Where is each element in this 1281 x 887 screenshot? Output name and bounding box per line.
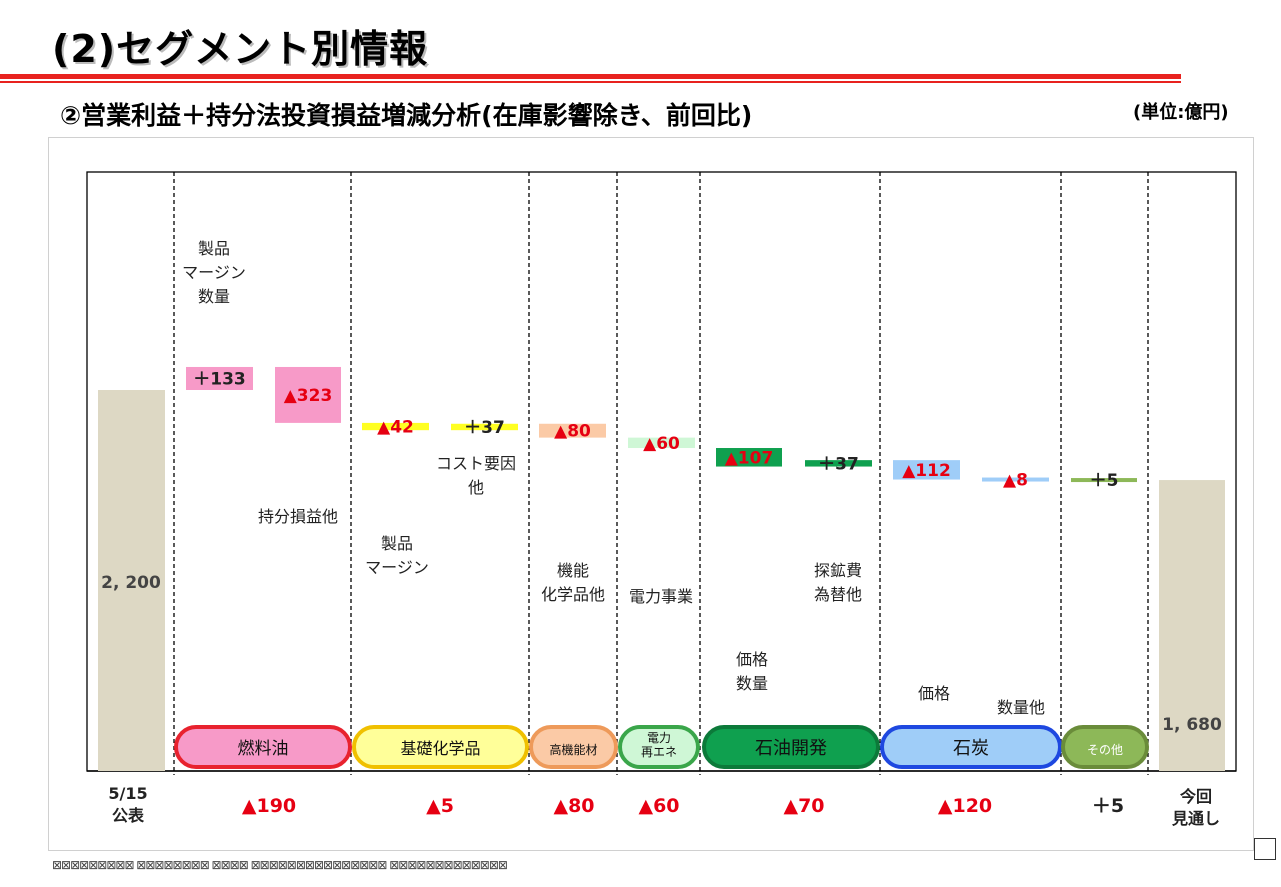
segment-pill-label: 基礎化学品 xyxy=(400,739,480,758)
waterfall-bar-label: ▲80 xyxy=(554,422,591,442)
item-name-label: 価格数量 xyxy=(736,650,768,693)
item-name-label: 探鉱費為替他 xyxy=(814,561,862,604)
end-total-bar xyxy=(1159,480,1225,771)
plot-area xyxy=(86,171,1237,772)
item-name-label: 数量他 xyxy=(997,698,1045,717)
waterfall-bar xyxy=(186,366,253,390)
segment-pill xyxy=(880,725,1062,769)
footer-placeholder-glyphs: ⊠⊠⊠⊠⊠⊠⊠⊠⊠ ⊠⊠⊠⊠⊠⊠⊠⊠ ⊠⊠⊠⊠ ⊠⊠⊠⊠⊠⊠⊠⊠⊠⊠⊠⊠⊠⊠⊠ … xyxy=(52,858,508,872)
chart-frame xyxy=(48,137,1254,851)
start-total-xlabel: 5/15 公表 xyxy=(108,784,147,825)
waterfall-bar xyxy=(893,460,960,480)
item-name-label: 機能化学品他 xyxy=(541,561,605,604)
waterfall-bar-label: ▲42 xyxy=(377,418,414,438)
waterfall-bar-label: ＋5 xyxy=(1090,471,1119,491)
segment-pill xyxy=(702,725,880,769)
segment-change-label: ▲120 xyxy=(938,795,992,817)
waterfall-bar-label: ▲60 xyxy=(643,434,680,454)
start-total-bar xyxy=(98,390,165,771)
start-total-label: 2, 200 xyxy=(101,573,161,593)
waterfall-bar xyxy=(805,460,872,467)
waterfall-bar-label: ＋133 xyxy=(193,369,246,389)
unit-label: (単位:億円) xyxy=(1133,102,1229,123)
segment-pill xyxy=(352,725,529,769)
title-underline-thin xyxy=(0,81,1181,83)
item-name-label: コスト要因他 xyxy=(436,454,516,497)
segment-change-label: ▲70 xyxy=(783,795,824,817)
page-number-placeholder xyxy=(1254,838,1276,860)
segment-pill-label: 石油開発 xyxy=(755,738,827,759)
waterfall-bar-label: ▲8 xyxy=(1003,471,1028,491)
segment-pill-label: 燃料油 xyxy=(238,739,289,759)
segment-change-label: ▲60 xyxy=(638,795,679,817)
segment-pill xyxy=(174,725,352,769)
waterfall-bar-label: ▲107 xyxy=(725,448,774,468)
waterfall-bar xyxy=(628,437,695,449)
segment-pill xyxy=(529,725,618,769)
item-name-label: 価格 xyxy=(918,684,950,703)
segment-change-label: ＋5 xyxy=(1092,795,1124,817)
waterfall-bar xyxy=(1071,478,1137,483)
chart-subtitle: ②営業利益＋持分法投資損益増減分析(在庫影響除き、前回比) xyxy=(60,101,753,130)
end-total-label: 1, 680 xyxy=(1162,715,1222,735)
page-title: (2)セグメント別情報 xyxy=(52,27,429,71)
segment-change-label: ▲190 xyxy=(242,795,296,817)
segment-pill-label: 電力再エネ xyxy=(641,731,677,759)
item-name-label: 製品マージン数量 xyxy=(182,239,246,306)
item-name-label: 持分損益他 xyxy=(258,507,338,526)
segment-pill-label: 石炭 xyxy=(953,738,989,759)
segment-pill xyxy=(618,725,700,769)
waterfall-bar xyxy=(275,366,341,423)
waterfall-bar xyxy=(451,423,518,431)
segment-change-label: ▲80 xyxy=(553,795,594,817)
waterfall-bar-label: ＋37 xyxy=(818,454,859,474)
title-underline-thick xyxy=(0,74,1181,79)
waterfall-bar-label: ▲112 xyxy=(902,461,951,481)
waterfall-bar xyxy=(362,422,429,431)
waterfall-bar-label: ▲323 xyxy=(284,386,333,406)
waterfall-bar xyxy=(716,448,782,467)
waterfall-bar xyxy=(539,423,606,438)
segment-pill-label: その他 xyxy=(1087,743,1123,757)
waterfall-bar-label: ＋37 xyxy=(464,418,505,438)
waterfall-bar xyxy=(982,477,1049,482)
item-name-label: 電力事業 xyxy=(629,587,693,606)
segment-pill xyxy=(1061,725,1149,769)
item-name-label: 製品マージン xyxy=(365,534,429,577)
segment-change-label: ▲5 xyxy=(426,795,454,817)
segment-pill-label: 高機能材 xyxy=(549,742,597,757)
end-total-xlabel: 今回見通し xyxy=(1171,787,1220,828)
